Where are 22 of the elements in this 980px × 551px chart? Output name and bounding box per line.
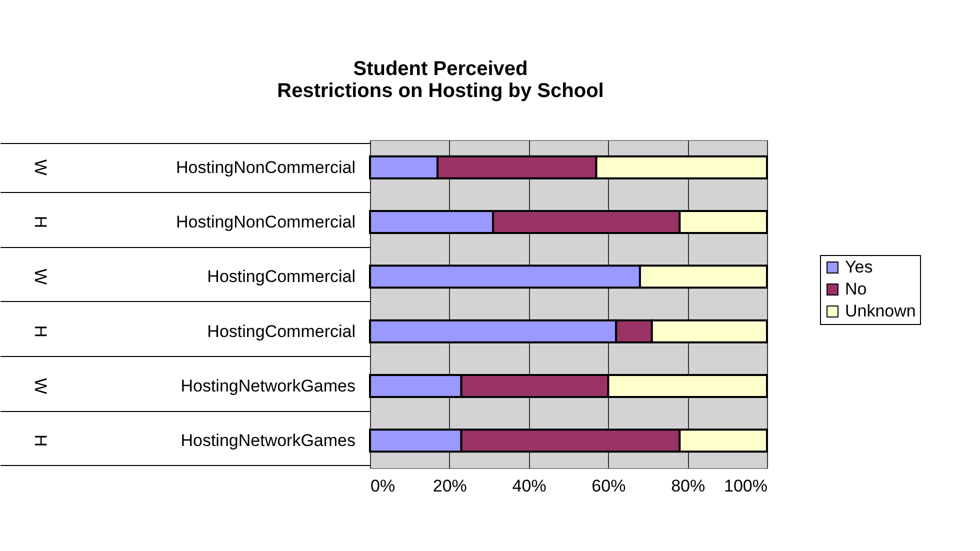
y-tick-label: HostingCommercial <box>207 322 356 341</box>
x-tick-label: 80% <box>671 476 706 496</box>
y-tick-label: HostingNetworkGames <box>180 431 356 450</box>
text: W <box>31 378 50 394</box>
x-tick-label: 60% <box>592 476 626 496</box>
chart-title: Student Perceived Restrictions on Hosting by School <box>277 58 604 102</box>
y-tick-label: HostingCommercial <box>207 267 356 286</box>
y-tick-label: HostingNetworkGames <box>180 376 356 396</box>
text: W <box>31 159 50 176</box>
text: H <box>31 434 50 447</box>
x-tick-label: 40% <box>512 476 546 496</box>
text: H <box>31 325 50 338</box>
x-tick-label: 100% <box>724 476 768 496</box>
legend-label: No <box>845 280 867 298</box>
y-tick-label: HostingNonCommercial <box>176 158 356 177</box>
text: W <box>31 268 50 285</box>
x-tick-label: 0% <box>370 476 396 496</box>
y-tick-label: HostingNonCommercial <box>176 212 356 232</box>
legend-label: Unknown <box>845 302 916 320</box>
x-tick-label: 20% <box>432 476 467 496</box>
legend-label: Yes <box>845 258 873 276</box>
text: H <box>31 216 50 228</box>
